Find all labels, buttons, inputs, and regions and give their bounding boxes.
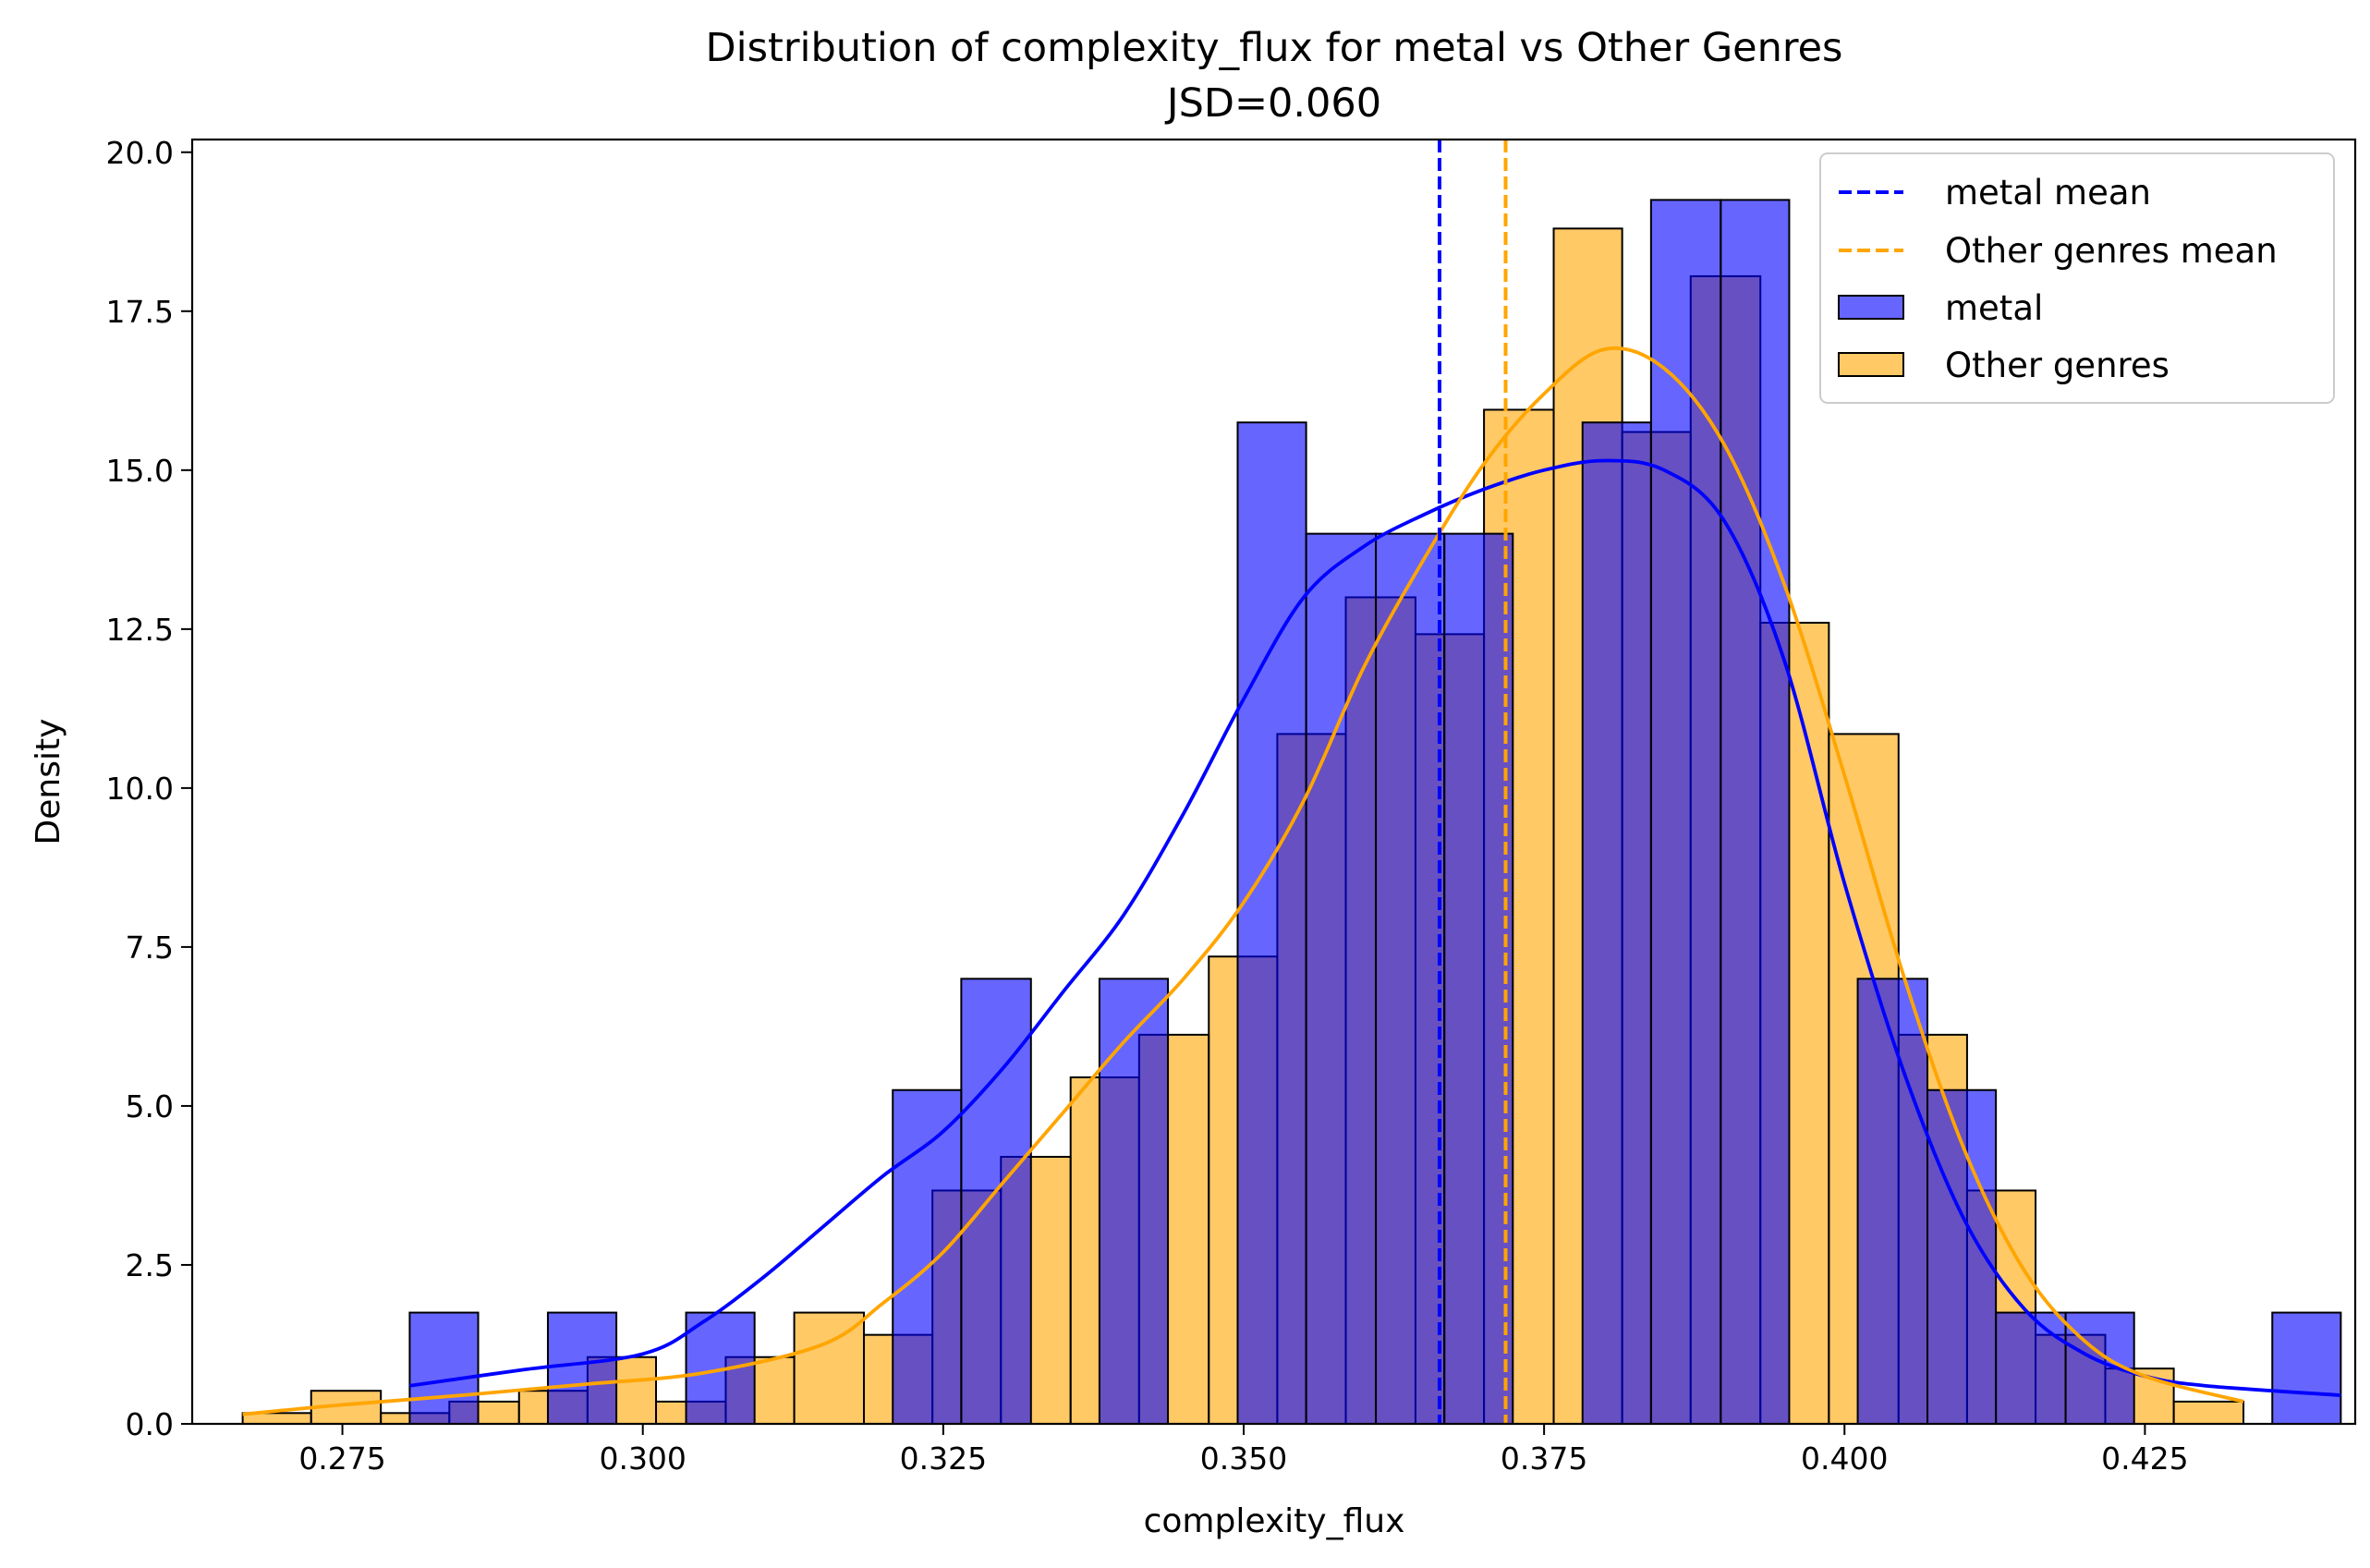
legend-other-mean-label: Other genres mean: [1945, 231, 2278, 271]
plot-frame: [190, 138, 2357, 1426]
legend-other-label: Other genres: [1945, 346, 2169, 385]
y-tick-label: 15.0: [106, 453, 174, 489]
metal-bar: [1443, 532, 1514, 1425]
kde-lines: [242, 346, 2341, 1416]
metal-bar: [1581, 421, 1652, 1425]
legend-metal-label: metal: [1945, 288, 2043, 328]
legend-metal-mean-label: metal mean: [1945, 173, 2151, 213]
metal-bar: [408, 1311, 480, 1426]
mean-lines: [1437, 140, 1508, 1424]
other-genres-kde-line: [242, 346, 2244, 1416]
metal-bar: [1649, 199, 1722, 1425]
metal-bar: [1375, 532, 1446, 1425]
x-tick-label: 0.400: [1801, 1440, 1888, 1477]
x-tick-label: 0.375: [1501, 1440, 1587, 1477]
x-tick-label: 0.325: [900, 1440, 987, 1477]
legend-box: [1819, 152, 2335, 404]
metal-bar: [546, 1311, 618, 1426]
y-tick-label: 0.0: [126, 1406, 174, 1442]
metal-bar: [1856, 978, 1929, 1425]
y-tick-label: 12.5: [106, 612, 174, 648]
legend-other-swatch: [1838, 352, 1904, 377]
y-tick-label: 17.5: [106, 294, 174, 330]
legend-metal-swatch: [1838, 295, 1904, 320]
metal-bar: [1720, 199, 1791, 1425]
x-axis-label: complexity_flux: [1144, 1502, 1405, 1540]
metal-bar: [1995, 1311, 2067, 1426]
legend: metal mean Other genres mean metal Other…: [1819, 152, 2335, 404]
x-tick-label: 0.275: [298, 1440, 385, 1477]
y-tick-label: 5.0: [126, 1088, 174, 1124]
metal-bar: [1305, 532, 1378, 1425]
metal-bar: [1236, 421, 1307, 1425]
metal-bar: [892, 1088, 963, 1426]
y-axis-label: Density: [30, 719, 67, 845]
metal-kde-line: [409, 458, 2341, 1397]
x-tick-label: 0.300: [599, 1440, 686, 1477]
y-tick-label: 20.0: [106, 135, 174, 171]
chart-subtitle: JSD=0.060: [1164, 80, 1381, 127]
other-genres-bar: [2172, 1400, 2245, 1426]
y-tick-label: 2.5: [126, 1247, 174, 1283]
x-tick-label: 0.350: [1200, 1440, 1287, 1477]
metal-bar: [2271, 1311, 2342, 1426]
metal-bars: [408, 199, 2342, 1426]
y-axis-ticks: 0.0 2.5 5.0 7.5 10.0 12.5 15.0 17.5 20.0: [106, 135, 192, 1442]
metal-bar: [1098, 978, 1170, 1425]
metal-bar: [960, 978, 1032, 1425]
x-axis-ticks: 0.275 0.300 0.325 0.350 0.375 0.400 0.425: [298, 1424, 2189, 1477]
chart-title: Distribution of complexity_flux for meta…: [706, 25, 1843, 71]
y-tick-label: 7.5: [126, 930, 174, 966]
x-tick-label: 0.425: [2101, 1440, 2188, 1477]
y-tick-label: 10.0: [106, 771, 174, 807]
